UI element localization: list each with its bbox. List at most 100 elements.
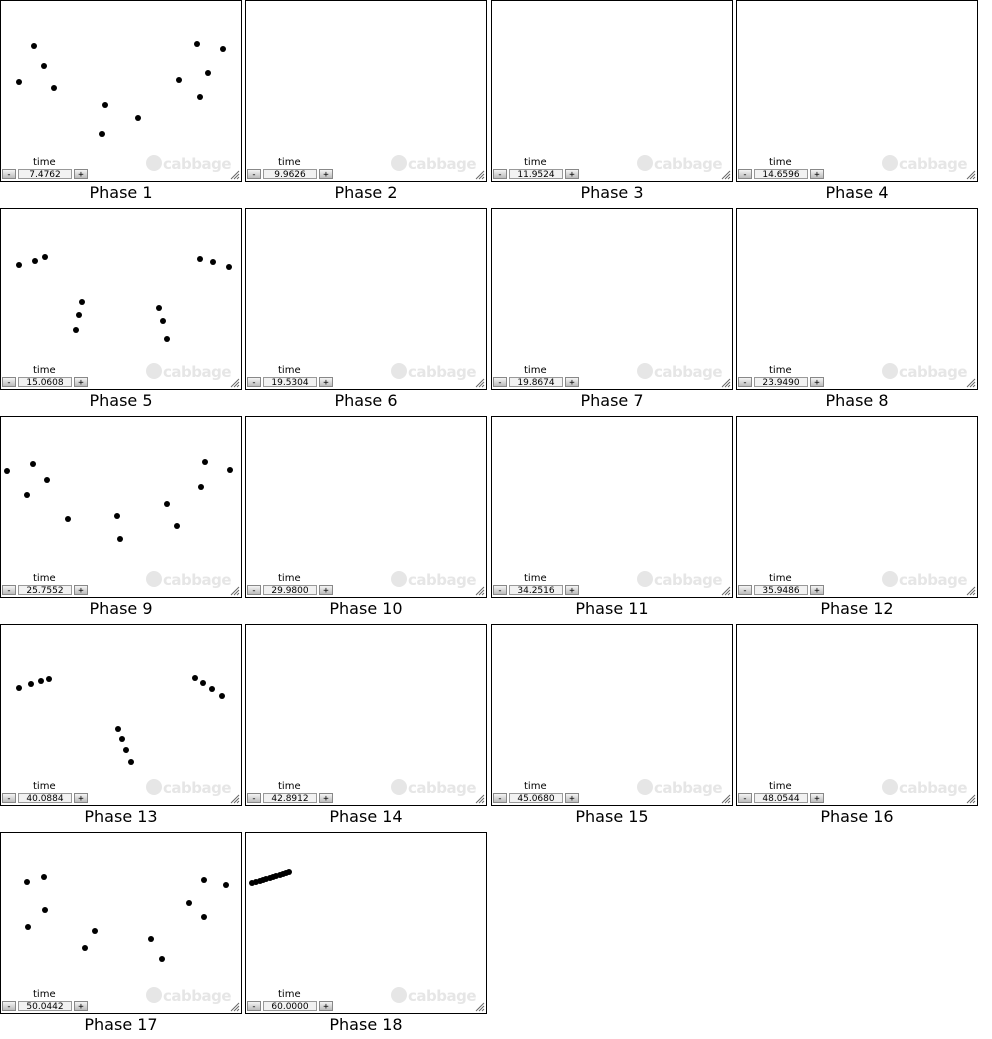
increment-button[interactable]: + bbox=[319, 377, 333, 388]
resize-grip-icon[interactable] bbox=[475, 586, 485, 596]
resize-grip-icon[interactable] bbox=[230, 170, 240, 180]
plot-panel[interactable]: cabbage time -19.8674 + bbox=[491, 208, 733, 390]
time-stepper[interactable]: -11.9524 + bbox=[493, 169, 581, 180]
time-value-field[interactable]: 14.6596 bbox=[754, 169, 808, 180]
time-value-field[interactable]: 11.9524 bbox=[509, 169, 563, 180]
plot-panel[interactable]: cabbage time -29.9800 + bbox=[245, 416, 487, 598]
decrement-button[interactable]: - bbox=[493, 169, 507, 180]
plot-panel[interactable]: cabbage time -60.0000 + bbox=[245, 832, 487, 1014]
time-stepper[interactable]: -48.0544 + bbox=[738, 793, 826, 804]
time-stepper[interactable]: -25.7552 + bbox=[2, 585, 90, 596]
time-stepper[interactable]: -19.5304 + bbox=[247, 377, 335, 388]
resize-grip-icon[interactable] bbox=[230, 1002, 240, 1012]
resize-grip-icon[interactable] bbox=[475, 170, 485, 180]
increment-button[interactable]: + bbox=[74, 1001, 88, 1012]
increment-button[interactable]: + bbox=[810, 169, 824, 180]
plot-panel[interactable]: cabbage time -7.4762 + bbox=[0, 0, 242, 182]
resize-grip-icon[interactable] bbox=[721, 794, 731, 804]
time-stepper[interactable]: -40.0884 + bbox=[2, 793, 90, 804]
decrement-button[interactable]: - bbox=[738, 793, 752, 804]
increment-button[interactable]: + bbox=[319, 793, 333, 804]
increment-button[interactable]: + bbox=[810, 793, 824, 804]
time-value-field[interactable]: 42.8912 bbox=[263, 793, 317, 804]
time-value-field[interactable]: 45.0680 bbox=[509, 793, 563, 804]
resize-grip-icon[interactable] bbox=[721, 378, 731, 388]
resize-grip-icon[interactable] bbox=[721, 170, 731, 180]
time-stepper[interactable]: -23.9490 + bbox=[738, 377, 826, 388]
time-stepper[interactable]: -45.0680 + bbox=[493, 793, 581, 804]
increment-button[interactable]: + bbox=[810, 377, 824, 388]
plot-panel[interactable]: cabbage time -15.0608 + bbox=[0, 208, 242, 390]
decrement-button[interactable]: - bbox=[2, 377, 16, 388]
plot-panel[interactable]: cabbage time -23.9490 + bbox=[736, 208, 978, 390]
resize-grip-icon[interactable] bbox=[230, 794, 240, 804]
increment-button[interactable]: + bbox=[319, 585, 333, 596]
plot-panel[interactable]: cabbage time -45.0680 + bbox=[491, 624, 733, 806]
time-value-field[interactable]: 34.2516 bbox=[509, 585, 563, 596]
decrement-button[interactable]: - bbox=[2, 1001, 16, 1012]
time-stepper[interactable]: -42.8912 + bbox=[247, 793, 335, 804]
decrement-button[interactable]: - bbox=[738, 377, 752, 388]
time-value-field[interactable]: 25.7552 bbox=[18, 585, 72, 596]
plot-panel[interactable]: cabbage time -42.8912 + bbox=[245, 624, 487, 806]
time-value-field[interactable]: 40.0884 bbox=[18, 793, 72, 804]
decrement-button[interactable]: - bbox=[2, 793, 16, 804]
plot-panel[interactable]: cabbage time -9.9626 + bbox=[245, 0, 487, 182]
decrement-button[interactable]: - bbox=[247, 1001, 261, 1012]
plot-panel[interactable]: cabbage time -50.0442 + bbox=[0, 832, 242, 1014]
plot-panel[interactable]: cabbage time -19.5304 + bbox=[245, 208, 487, 390]
resize-grip-icon[interactable] bbox=[475, 378, 485, 388]
resize-grip-icon[interactable] bbox=[966, 170, 976, 180]
resize-grip-icon[interactable] bbox=[966, 794, 976, 804]
resize-grip-icon[interactable] bbox=[230, 586, 240, 596]
time-stepper[interactable]: -50.0442 + bbox=[2, 1001, 90, 1012]
time-stepper[interactable]: -35.9486 + bbox=[738, 585, 826, 596]
time-stepper[interactable]: -60.0000 + bbox=[247, 1001, 335, 1012]
time-value-field[interactable]: 50.0442 bbox=[18, 1001, 72, 1012]
resize-grip-icon[interactable] bbox=[966, 378, 976, 388]
decrement-button[interactable]: - bbox=[2, 585, 16, 596]
increment-button[interactable]: + bbox=[565, 169, 579, 180]
plot-panel[interactable]: cabbage time -48.0544 + bbox=[736, 624, 978, 806]
decrement-button[interactable]: - bbox=[247, 793, 261, 804]
time-value-field[interactable]: 19.8674 bbox=[509, 377, 563, 388]
increment-button[interactable]: + bbox=[565, 585, 579, 596]
plot-panel[interactable]: cabbage time -11.9524 + bbox=[491, 0, 733, 182]
increment-button[interactable]: + bbox=[319, 1001, 333, 1012]
decrement-button[interactable]: - bbox=[247, 585, 261, 596]
time-stepper[interactable]: -29.9800 + bbox=[247, 585, 335, 596]
resize-grip-icon[interactable] bbox=[475, 1002, 485, 1012]
decrement-button[interactable]: - bbox=[738, 585, 752, 596]
time-stepper[interactable]: -34.2516 + bbox=[493, 585, 581, 596]
increment-button[interactable]: + bbox=[810, 585, 824, 596]
time-value-field[interactable]: 48.0544 bbox=[754, 793, 808, 804]
increment-button[interactable]: + bbox=[565, 377, 579, 388]
resize-grip-icon[interactable] bbox=[475, 794, 485, 804]
decrement-button[interactable]: - bbox=[493, 793, 507, 804]
decrement-button[interactable]: - bbox=[247, 169, 261, 180]
plot-panel[interactable]: cabbage time -34.2516 + bbox=[491, 416, 733, 598]
decrement-button[interactable]: - bbox=[493, 377, 507, 388]
time-stepper[interactable]: -14.6596 + bbox=[738, 169, 826, 180]
plot-panel[interactable]: cabbage time -40.0884 + bbox=[0, 624, 242, 806]
decrement-button[interactable]: - bbox=[2, 169, 16, 180]
time-value-field[interactable]: 60.0000 bbox=[263, 1001, 317, 1012]
time-value-field[interactable]: 9.9626 bbox=[263, 169, 317, 180]
decrement-button[interactable]: - bbox=[738, 169, 752, 180]
plot-panel[interactable]: cabbage time -14.6596 + bbox=[736, 0, 978, 182]
increment-button[interactable]: + bbox=[74, 793, 88, 804]
time-value-field[interactable]: 29.9800 bbox=[263, 585, 317, 596]
resize-grip-icon[interactable] bbox=[721, 586, 731, 596]
resize-grip-icon[interactable] bbox=[230, 378, 240, 388]
increment-button[interactable]: + bbox=[74, 169, 88, 180]
increment-button[interactable]: + bbox=[74, 585, 88, 596]
time-stepper[interactable]: -7.4762 + bbox=[2, 169, 90, 180]
plot-panel[interactable]: cabbage time -25.7552 + bbox=[0, 416, 242, 598]
increment-button[interactable]: + bbox=[74, 377, 88, 388]
increment-button[interactable]: + bbox=[319, 169, 333, 180]
resize-grip-icon[interactable] bbox=[966, 586, 976, 596]
time-value-field[interactable]: 7.4762 bbox=[18, 169, 72, 180]
time-value-field[interactable]: 15.0608 bbox=[18, 377, 72, 388]
plot-panel[interactable]: cabbage time -35.9486 + bbox=[736, 416, 978, 598]
time-stepper[interactable]: -9.9626 + bbox=[247, 169, 335, 180]
